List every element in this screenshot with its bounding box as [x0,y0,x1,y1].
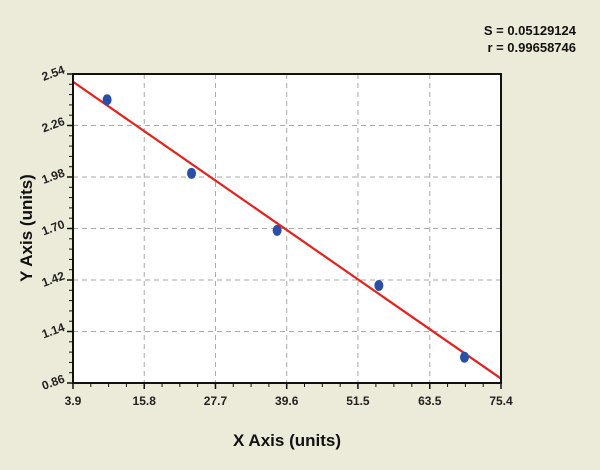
data-point [272,224,282,236]
data-point [459,351,469,363]
y-tick-label: 2.26 [40,114,67,135]
x-axis-label: X Axis (units) [233,431,341,450]
r-value: r = 0.99658746 [487,40,576,55]
y-tick-label: 2.54 [40,63,67,84]
fit-statistics: S = 0.05129124 r = 0.99658746 [484,22,576,56]
y-tick-label: 1.14 [40,320,67,341]
data-point [374,280,384,292]
s-value: S = 0.05129124 [483,23,576,38]
data-point [102,94,112,106]
y-tick-label: 1.42 [40,269,67,290]
y-axis-label: Y Axis (units) [17,174,36,282]
x-tick-label: 3.9 [65,394,82,408]
y-tick-label: 1.98 [40,166,67,187]
x-tick-label: 39.6 [275,394,299,408]
x-tick-label: 27.7 [204,394,228,408]
fit-line [72,80,502,380]
x-tick-label: 15.8 [133,394,157,408]
plot-border [72,73,502,384]
y-tick-label: 1.70 [40,217,67,238]
y-tick-label: 0.86 [40,372,67,393]
x-tick-label: 51.5 [346,394,370,408]
x-tick-label: 63.5 [418,394,442,408]
x-tick-label: 75.4 [489,394,513,408]
data-point [187,167,197,179]
